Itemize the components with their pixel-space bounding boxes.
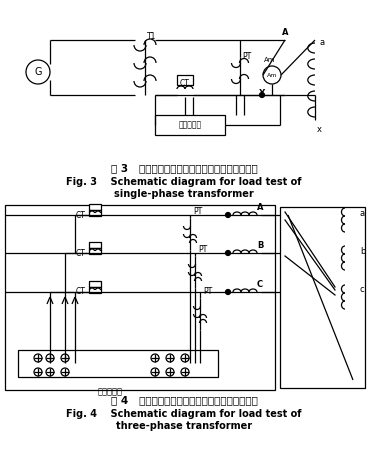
Text: 图 3   单相变压器短路阻抗和负载损耗测量原理图: 图 3 单相变压器短路阻抗和负载损耗测量原理图: [111, 163, 257, 173]
Bar: [89, 248, 101, 254]
Text: B: B: [257, 241, 263, 250]
Bar: [89, 204, 101, 210]
Text: c: c: [360, 285, 365, 295]
Text: b: b: [360, 247, 365, 255]
Text: CT: CT: [76, 211, 86, 219]
Text: A: A: [257, 203, 263, 212]
Text: Am: Am: [264, 57, 276, 63]
Text: Fig. 4    Schematic diagram for load test of: Fig. 4 Schematic diagram for load test o…: [66, 409, 302, 419]
Text: single-phase transformer: single-phase transformer: [114, 189, 254, 199]
Circle shape: [259, 93, 265, 97]
Circle shape: [225, 213, 231, 218]
Text: 图 4   三相变压器短路阻抗和负载损耗测量原理图: 图 4 三相变压器短路阻抗和负载损耗测量原理图: [111, 395, 258, 405]
Text: CT: CT: [180, 79, 190, 88]
Bar: [18, 350, 218, 377]
Bar: [89, 210, 101, 216]
Text: PT: PT: [242, 52, 251, 61]
Text: CT: CT: [76, 288, 86, 296]
Bar: [280, 207, 365, 388]
Text: G: G: [34, 67, 42, 77]
Text: 功率分析仪: 功率分析仪: [179, 120, 201, 130]
Text: Am: Am: [267, 72, 277, 77]
Text: A: A: [282, 28, 289, 37]
Bar: [89, 287, 101, 293]
Text: Fig. 3    Schematic diagram for load test of: Fig. 3 Schematic diagram for load test o…: [66, 177, 302, 187]
Text: T1: T1: [147, 32, 156, 41]
Text: a: a: [360, 208, 365, 218]
Text: PT: PT: [198, 245, 207, 254]
Bar: [89, 281, 101, 287]
Bar: [155, 115, 225, 135]
Circle shape: [225, 250, 231, 255]
Text: X: X: [259, 89, 265, 98]
Bar: [177, 75, 193, 85]
Text: 功率分析仪: 功率分析仪: [97, 387, 123, 396]
Text: CT: CT: [76, 248, 86, 258]
Text: PT: PT: [203, 287, 212, 296]
Bar: [5, 205, 275, 390]
Text: x: x: [317, 125, 322, 134]
Circle shape: [225, 290, 231, 295]
Text: a: a: [320, 38, 325, 47]
Text: C: C: [257, 280, 263, 289]
Text: PT: PT: [193, 207, 202, 216]
Bar: [89, 242, 101, 248]
Text: three-phase transformer: three-phase transformer: [116, 421, 252, 431]
